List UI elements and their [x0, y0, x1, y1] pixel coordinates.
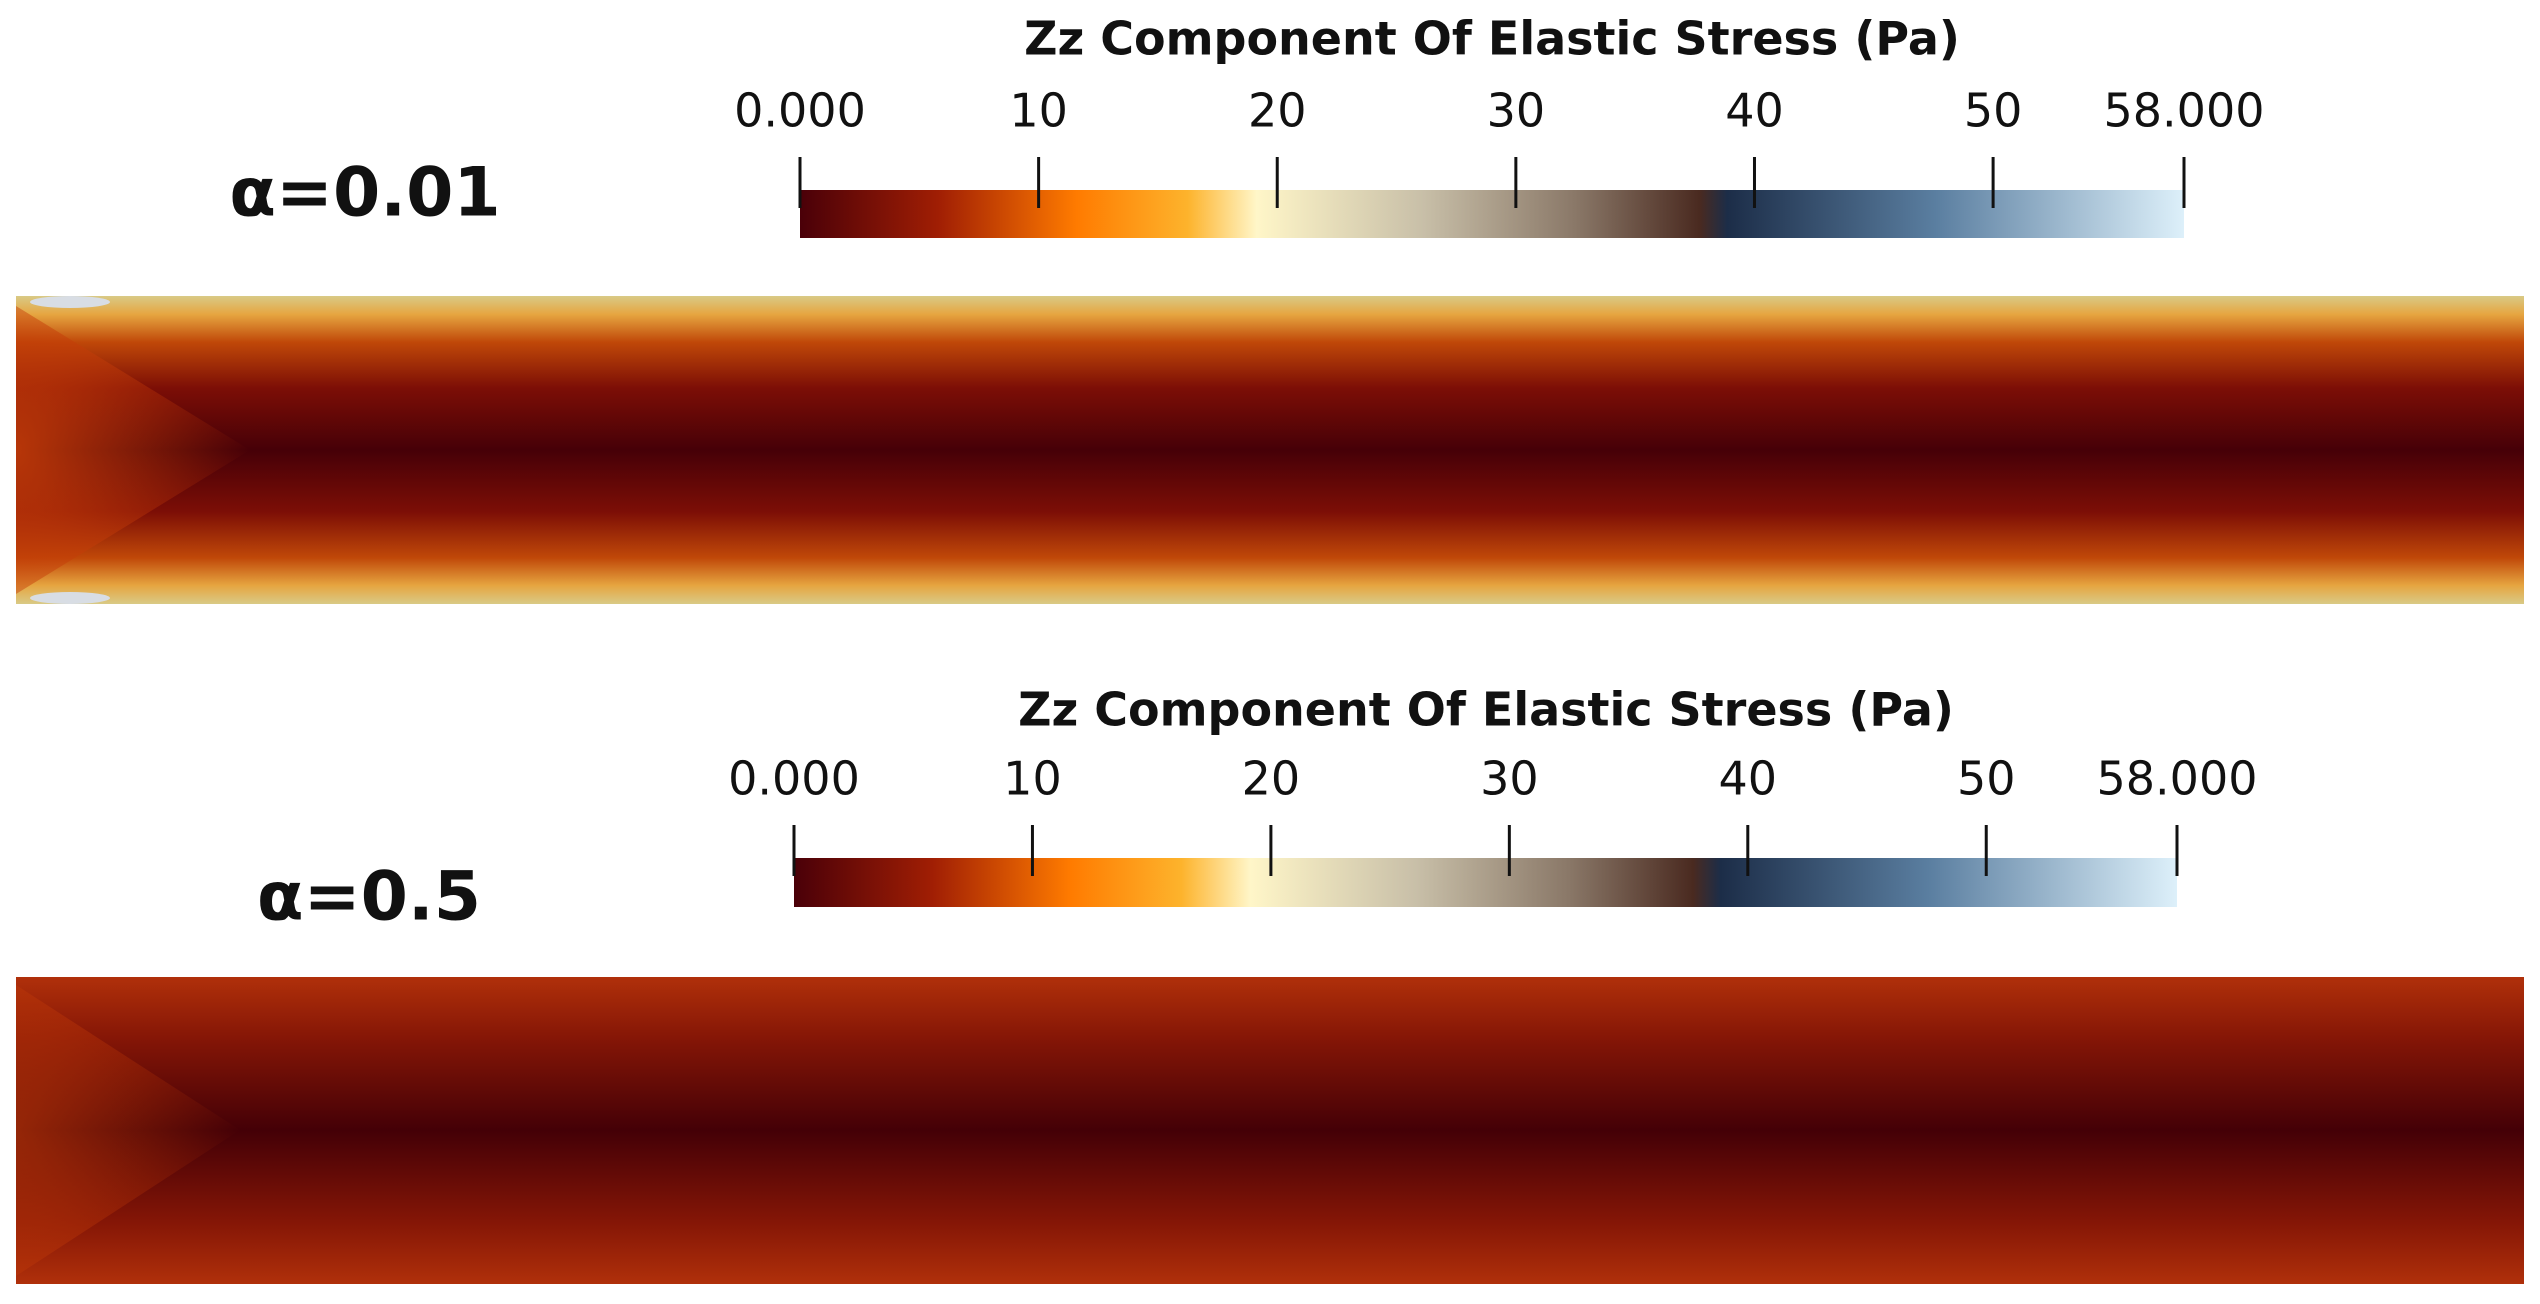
- corner-region: [30, 296, 110, 308]
- inlet-region: [16, 985, 240, 1276]
- stress-field: [16, 296, 2524, 604]
- panel: α=0.5 Zz Component Of Elastic Stress (Pa…: [16, 683, 2524, 1284]
- colorbar-title: Zz Component Of Elastic Stress (Pa): [1018, 683, 1954, 737]
- tick-label: 40: [1725, 84, 1784, 138]
- tick-label: 0.000: [728, 752, 860, 806]
- tick-label: 20: [1242, 752, 1301, 806]
- tick-label: 30: [1487, 84, 1546, 138]
- tick-label: 10: [1003, 752, 1062, 806]
- panel: α=0.01 Zz Component Of Elastic Stress (P…: [16, 12, 2524, 604]
- tick-label: 20: [1248, 84, 1307, 138]
- tick-label: 50: [1957, 752, 2016, 806]
- colorbar: [794, 858, 2177, 907]
- inlet-region: [16, 306, 250, 594]
- panel-label: α=0.01: [229, 154, 500, 233]
- tick-label: 58.000: [2097, 752, 2258, 806]
- tick-label: 50: [1964, 84, 2023, 138]
- corner-region: [30, 592, 110, 604]
- tick-label: 0.000: [734, 84, 866, 138]
- tick-label: 40: [1719, 752, 1778, 806]
- panel-label: α=0.5: [257, 858, 481, 937]
- tick-label: 58.000: [2104, 84, 2265, 138]
- colorbar: [800, 190, 2184, 238]
- colorbar-title: Zz Component Of Elastic Stress (Pa): [1024, 12, 1960, 66]
- tick-label: 10: [1009, 84, 1068, 138]
- stress-field: [16, 977, 2524, 1284]
- tick-label: 30: [1480, 752, 1539, 806]
